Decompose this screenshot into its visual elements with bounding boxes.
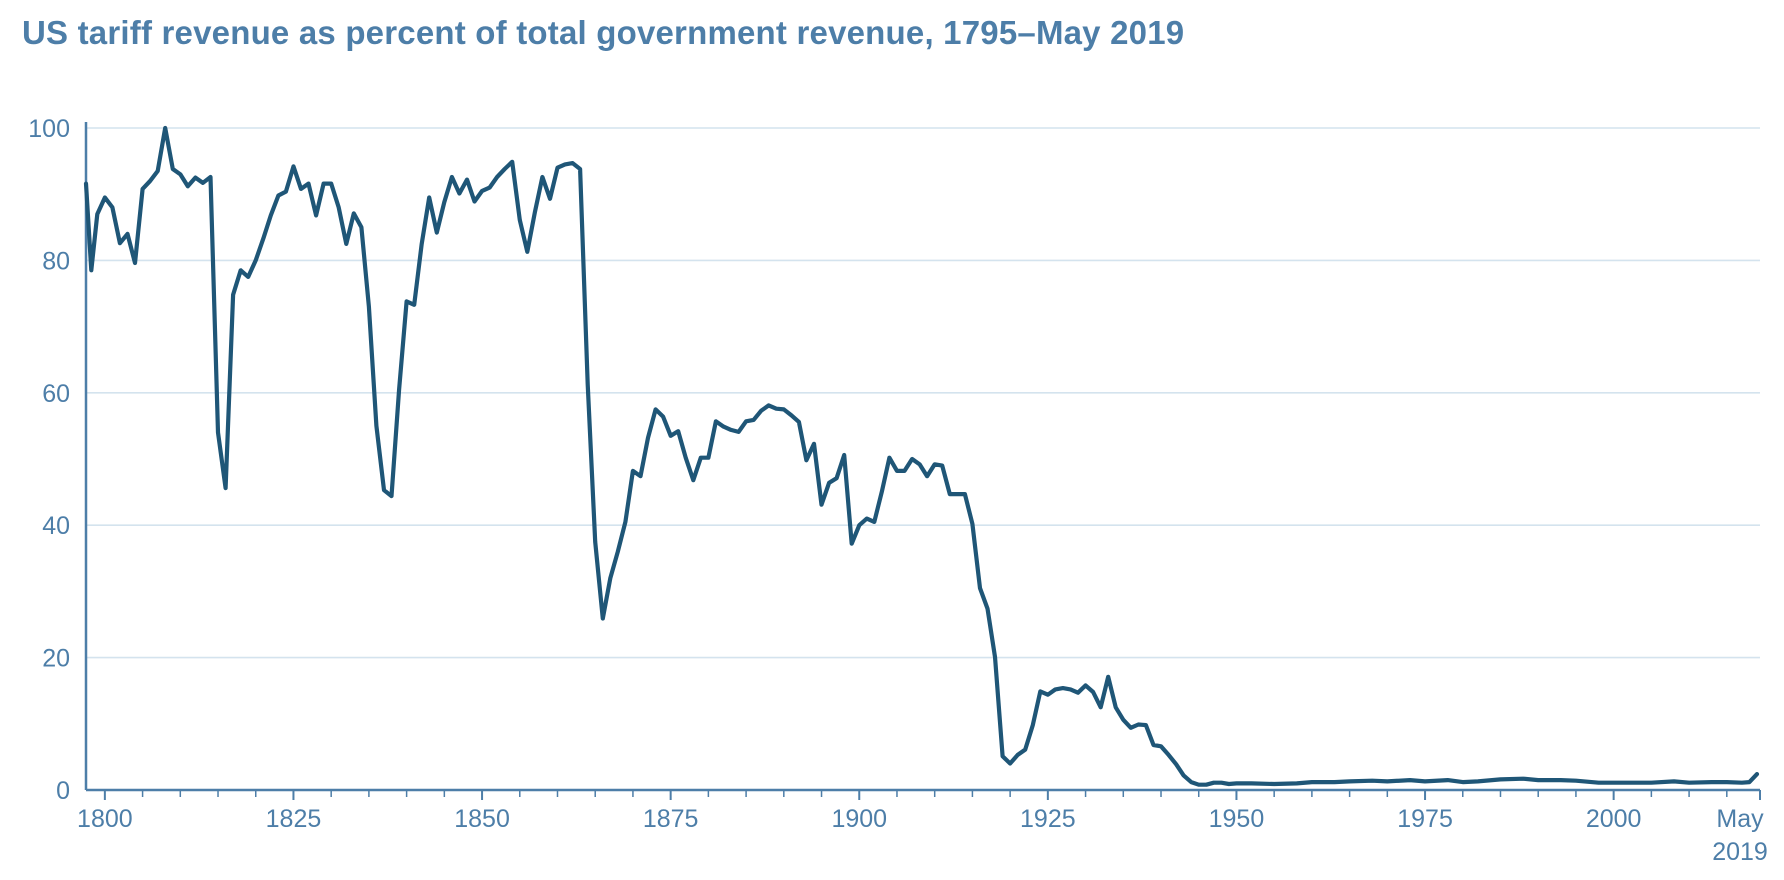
y-tick-label: 60 (42, 380, 70, 408)
axes (84, 122, 1761, 800)
y-tick-label: 40 (42, 512, 70, 540)
x-tick-label: 1900 (831, 805, 887, 833)
x-end-label-month: May (1716, 805, 1764, 833)
x-tick-label: 1925 (1020, 805, 1076, 833)
y-tick-label: 80 (42, 247, 70, 275)
x-tick-label: 1850 (454, 805, 510, 833)
y-tick-label: 100 (28, 115, 70, 143)
x-tick-label: 1800 (77, 805, 133, 833)
x-tick-label: 1825 (266, 805, 322, 833)
tick-labels: 0 20 40 60 80 100 1800 1825 1850 1875 1900 1925 2000… (28, 115, 1768, 866)
x-tick-label: 1950 (1209, 805, 1265, 833)
y-tick-label: 20 (42, 645, 70, 673)
x-tick-label: 2000 (1586, 805, 1642, 833)
y-tick-label: 0 (56, 777, 70, 805)
x-end-label-year: 2019 (1712, 838, 1768, 866)
x-tick-label: 1875 (643, 805, 699, 833)
chart-title: US tariff revenue as percent of total go… (22, 14, 1185, 51)
series-line-0 (83, 125, 1760, 787)
x-tick-label: 1975 (1397, 805, 1453, 833)
series (83, 125, 1760, 787)
